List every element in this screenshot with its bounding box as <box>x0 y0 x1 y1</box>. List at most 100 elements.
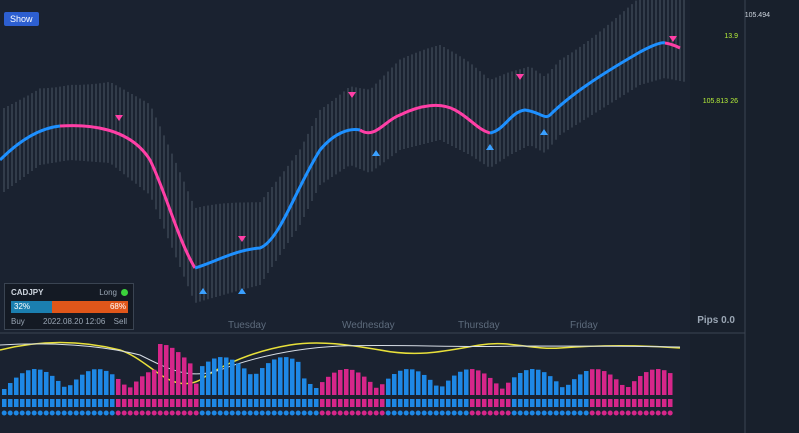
signal-dot <box>589 410 595 416</box>
signal-cell <box>86 399 91 407</box>
buy-bar: 32% <box>11 301 52 313</box>
signal-cell <box>464 399 469 407</box>
hist-bar <box>182 357 187 395</box>
hist-bar <box>296 361 301 395</box>
hist-bar <box>434 385 439 395</box>
signal-cell <box>386 399 391 407</box>
signal-cell <box>644 399 649 407</box>
hist-bar <box>584 371 589 395</box>
hist-bar <box>44 371 49 395</box>
signal-dot <box>241 410 247 416</box>
signal-cell <box>392 399 397 407</box>
hist-bar <box>320 382 325 395</box>
hist-bar <box>548 376 553 395</box>
signal-cell <box>482 399 487 407</box>
signal-cell <box>224 399 229 407</box>
hist-bar <box>662 370 667 395</box>
hist-bar <box>146 372 151 395</box>
signal-cell <box>140 399 145 407</box>
signal-dot <box>97 410 103 416</box>
signal-cell <box>548 399 553 407</box>
signal-dot <box>541 410 547 416</box>
signal-cell <box>74 399 79 407</box>
signal-cell <box>236 399 241 407</box>
signal-dot <box>259 410 265 416</box>
hist-bar <box>2 389 7 395</box>
hist-bar <box>164 345 169 395</box>
price: 105.813 <box>703 98 728 105</box>
signal-dot <box>331 410 337 416</box>
show-button[interactable]: Show <box>4 12 39 26</box>
signal-cell <box>458 399 463 407</box>
hist-bar <box>566 384 571 395</box>
ask: 105.494 <box>745 12 770 19</box>
hist-bar <box>488 377 493 395</box>
signal-cell <box>518 399 523 407</box>
signal-cell <box>668 399 673 407</box>
signal-dot <box>175 410 181 416</box>
sell-label: Sell <box>113 317 127 326</box>
hist-bar <box>32 369 37 395</box>
signal-dot <box>283 410 289 416</box>
signal-dot <box>91 410 97 416</box>
hist-bar <box>368 381 373 395</box>
hist-bar <box>620 384 625 395</box>
signal-dot <box>661 410 667 416</box>
hist-bar <box>608 374 613 395</box>
signal-cell <box>542 399 547 407</box>
signal-dot <box>313 410 319 416</box>
hist-bar <box>272 359 277 395</box>
signal-cell <box>296 399 301 407</box>
signal-dot <box>133 410 139 416</box>
signal-cell <box>326 399 331 407</box>
signal-cell <box>146 399 151 407</box>
signal-cell <box>290 399 295 407</box>
signal-dot <box>469 410 475 416</box>
signal-dot <box>643 410 649 416</box>
signal-dot <box>43 410 49 416</box>
signal-dot <box>607 410 613 416</box>
hist-bar <box>128 387 133 395</box>
signal-cell <box>272 399 277 407</box>
hist-bar <box>482 373 487 395</box>
signal-cell <box>122 399 127 407</box>
signal-dot <box>187 410 193 416</box>
signal-cell <box>512 399 517 407</box>
hist-bar <box>650 369 655 395</box>
signal-cell <box>536 399 541 407</box>
signal-cell <box>554 399 559 407</box>
signal-cell <box>20 399 25 407</box>
signal-dot <box>247 410 253 416</box>
signal-dot <box>301 410 307 416</box>
signal-cell <box>104 399 109 407</box>
signal-cell <box>302 399 307 407</box>
hist-bar <box>326 376 331 395</box>
signal-cell <box>446 399 451 407</box>
day-label: Thursday <box>458 320 500 331</box>
signal-dot <box>37 410 43 416</box>
signal-cell <box>308 399 313 407</box>
hist-bar <box>422 374 427 395</box>
signal-dot <box>619 410 625 416</box>
hist-bar <box>278 357 283 395</box>
signal-dot <box>19 410 25 416</box>
signal-cell <box>260 399 265 407</box>
signal-cell <box>254 399 259 407</box>
signal-dot <box>7 410 13 416</box>
signal-dot <box>151 410 157 416</box>
signal-dot <box>235 410 241 416</box>
histogram <box>1 344 673 416</box>
signal-dot <box>409 410 415 416</box>
hist-bar <box>536 369 541 395</box>
hist-bar <box>374 387 379 395</box>
signal-dot <box>433 410 439 416</box>
signal-cell <box>158 399 163 407</box>
hist-bar <box>614 379 619 395</box>
hist-bar <box>530 369 535 395</box>
hist-bar <box>14 377 19 395</box>
hist-bar <box>194 383 199 395</box>
hist-bar <box>104 370 109 395</box>
hist-bar <box>524 370 529 395</box>
signal-dot <box>493 410 499 416</box>
